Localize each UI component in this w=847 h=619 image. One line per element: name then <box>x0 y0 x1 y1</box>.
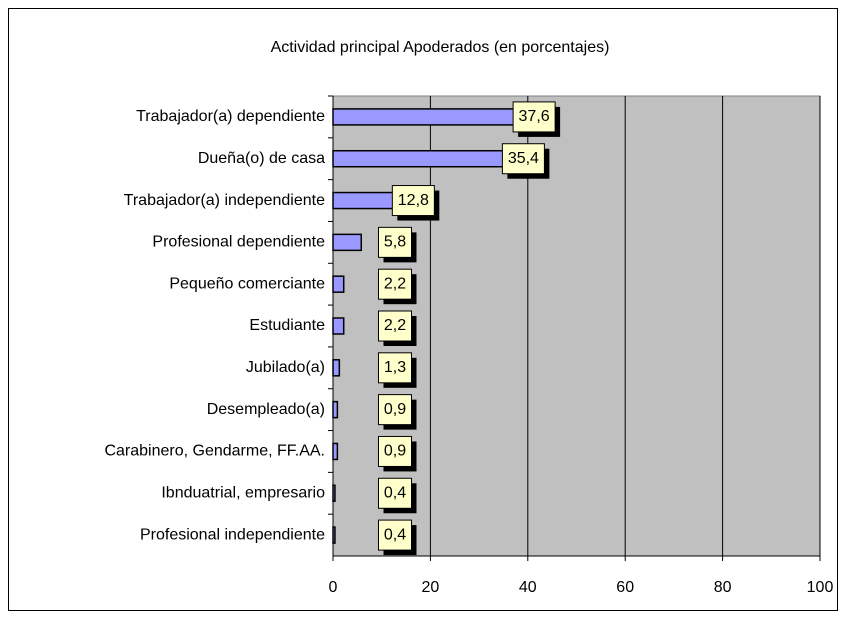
label-box <box>378 352 412 384</box>
y-tick-label: Desempleado(a) <box>207 401 325 418</box>
y-tick-label: Estudiante <box>249 317 325 334</box>
x-tick-label: 0 <box>329 579 338 596</box>
label-box <box>378 394 412 426</box>
data-label: 0,9 <box>384 443 406 460</box>
data-label: 2,2 <box>384 317 406 334</box>
y-tick-label: Carabinero, Gendarme, FF.AA. <box>104 443 325 460</box>
x-tick-label: 40 <box>519 579 537 596</box>
x-tick-label: 100 <box>807 579 834 596</box>
label-box <box>501 143 545 175</box>
bar <box>332 275 345 293</box>
label-box <box>378 435 412 467</box>
bar <box>332 317 345 335</box>
label-box <box>512 101 556 133</box>
x-tick-label: 60 <box>616 579 634 596</box>
data-label: 0,4 <box>384 484 406 501</box>
data-label: 5,8 <box>384 234 406 251</box>
label-box <box>391 185 435 217</box>
data-label: 37,6 <box>519 108 550 125</box>
y-tick-label: Pequeño comerciante <box>169 275 325 292</box>
bar <box>332 233 362 252</box>
label-box <box>378 310 412 342</box>
label-box <box>378 477 412 509</box>
bar <box>332 191 397 210</box>
y-tick-label: Profesional independiente <box>140 526 325 543</box>
bar <box>332 400 339 419</box>
y-tick-label: Profesional dependiente <box>152 234 325 251</box>
y-tick-label: Jubilado(a) <box>246 359 325 376</box>
bar <box>332 359 341 377</box>
data-label: 2,2 <box>384 275 406 292</box>
y-tick-label: Trabajador(a) independiente <box>124 192 325 209</box>
data-label: 12,8 <box>398 192 429 209</box>
y-tick-label: Dueña(o) de casa <box>198 150 325 167</box>
x-tick-label: 80 <box>714 579 732 596</box>
bar <box>332 526 336 544</box>
chart-title: Actividad principal Apoderados (en porce… <box>271 39 610 56</box>
label-box <box>378 519 412 551</box>
data-label: 1,3 <box>384 359 406 376</box>
bar <box>332 108 517 126</box>
label-box <box>378 226 412 258</box>
y-tick-label: Ibnduatrial, empresario <box>161 484 325 501</box>
bar <box>332 442 339 461</box>
data-label: 0,4 <box>384 526 406 543</box>
bar <box>332 149 507 168</box>
y-tick-label: Trabajador(a) dependiente <box>136 108 325 125</box>
data-label: 35,4 <box>508 150 539 167</box>
data-label: 0,9 <box>384 401 406 418</box>
x-tick-label: 20 <box>422 579 440 596</box>
bar <box>332 484 336 503</box>
label-box <box>378 268 412 300</box>
